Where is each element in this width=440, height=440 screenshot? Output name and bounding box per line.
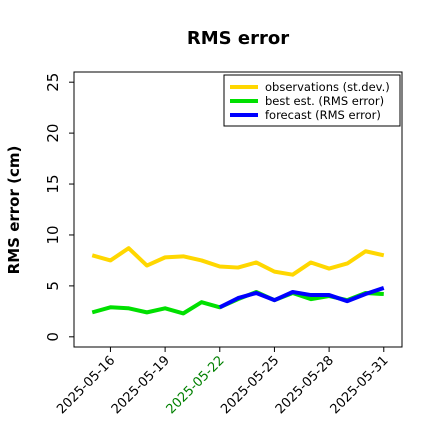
y-tick-label: 25: [44, 73, 62, 92]
series-line-1: [91, 246, 385, 277]
series-line-2: [91, 290, 384, 316]
legend-label: observations (st.dev.): [265, 80, 390, 94]
plot-area: 05101520252025-05-162025-05-192025-05-22…: [44, 71, 403, 417]
y-axis-label: RMS error (cm): [5, 146, 23, 275]
series-line-3: [218, 286, 385, 310]
y-tick-label: 15: [44, 174, 62, 193]
chart-title: RMS error: [187, 28, 289, 49]
y-tick-label: 5: [44, 281, 62, 291]
plot-frame: [73, 71, 403, 348]
y-tick-label: 10: [44, 225, 62, 244]
y-tick-label: 20: [44, 124, 62, 143]
legend-label: forecast (RMS error): [265, 108, 381, 122]
y-tick-label: 0: [44, 332, 62, 342]
legend-label: best est. (RMS error): [265, 94, 384, 108]
x-tick-label: 2025-05-31: [328, 353, 392, 417]
